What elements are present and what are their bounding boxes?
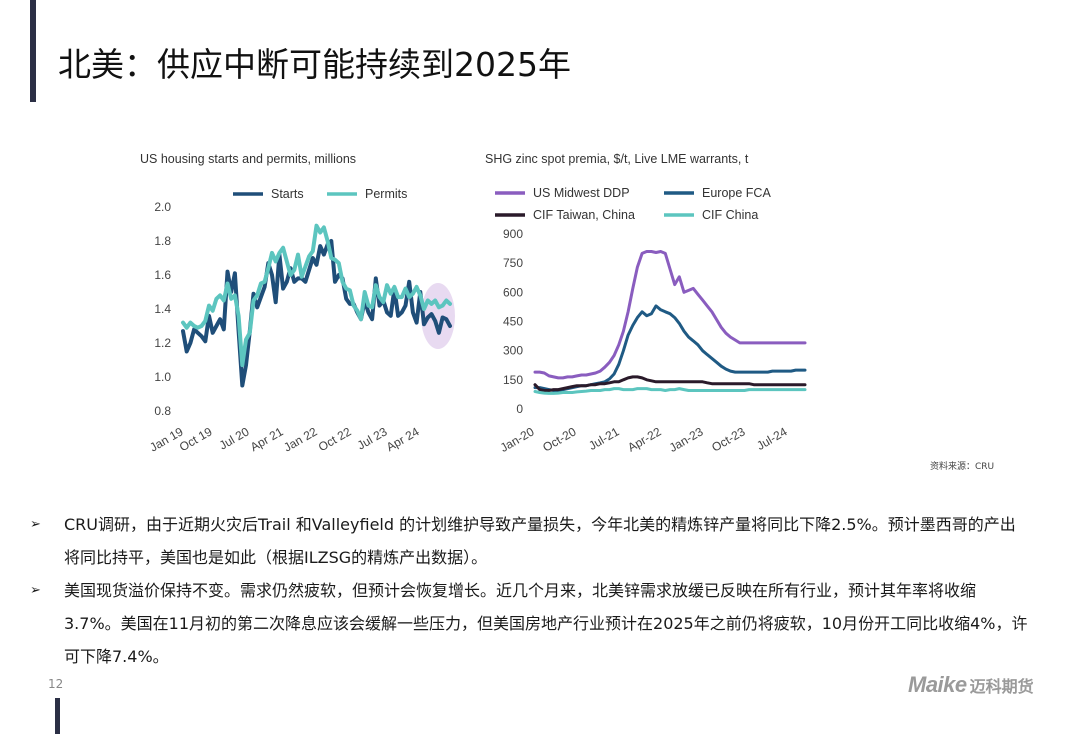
page-number: 12 <box>48 677 64 691</box>
x-tick-label: Apr 21 <box>248 424 286 454</box>
x-tick-label: Jul 20 <box>217 424 252 452</box>
arrow-bullet-icon: ➢ <box>30 517 41 532</box>
logo-brand-text: Maike <box>908 672 967 697</box>
series-line-cif-china <box>533 387 807 395</box>
y-tick-label: 1.0 <box>154 370 171 384</box>
legend-label: Permits <box>365 187 407 201</box>
x-tick-label: Apr-22 <box>625 424 663 454</box>
y-tick-label: 1.6 <box>154 268 171 282</box>
recent-highlight-circle <box>421 283 455 349</box>
bullet-item-2: ➢ 美国现货溢价保持不变。需求仍然疲软，但预计会恢复增长。近几个月来，北美锌需求… <box>30 574 1030 673</box>
series-line-us-midwest-ddp <box>533 250 807 380</box>
maike-logo: Maike 迈科期货 <box>908 672 1034 698</box>
y-tick-label: 900 <box>503 227 523 241</box>
housing-chart: US housing starts and permits, millions … <box>140 152 455 455</box>
x-tick-label: Jan 22 <box>281 424 319 454</box>
x-tick-label: Jan-23 <box>667 424 706 455</box>
bullet-text: 美国现货溢价保持不变。需求仍然疲软，但预计会恢复增长。近几个月来，北美锌需求放缓… <box>64 581 1028 666</box>
x-tick-label: Jan-20 <box>498 424 537 455</box>
legend-label: Starts <box>271 187 304 201</box>
y-tick-label: 600 <box>503 285 523 299</box>
y-tick-label: 150 <box>503 373 523 387</box>
y-tick-label: 1.2 <box>154 336 171 350</box>
y-tick-label: 2.0 <box>154 200 171 214</box>
series-line-cif-taiwan-china <box>533 375 807 392</box>
zinc-premia-chart: SHG zinc spot premia, $/t, Live LME warr… <box>485 152 807 455</box>
y-tick-label: 1.8 <box>154 234 171 248</box>
y-tick-label: 1.4 <box>154 302 171 316</box>
title-accent-bar <box>30 0 36 102</box>
legend-label: CIF Taiwan, China <box>533 208 635 222</box>
y-tick-label: 300 <box>503 344 523 358</box>
x-tick-label: Oct-23 <box>709 424 747 454</box>
series-line-permits <box>181 223 452 368</box>
bullet-item-1: ➢ CRU调研，由于近期火灾后Trail 和Valleyfield 的计划维护导… <box>30 508 1030 574</box>
x-tick-label: Oct-20 <box>540 424 578 454</box>
charts-canvas: US housing starts and permits, millions … <box>140 152 807 455</box>
zinc-chart-title: SHG zinc spot premia, $/t, Live LME warr… <box>485 152 749 166</box>
legend-label: Europe FCA <box>702 186 771 200</box>
housing-chart-title: US housing starts and permits, millions <box>140 152 356 166</box>
x-tick-label: Oct 22 <box>316 424 354 454</box>
y-tick-label: 750 <box>503 256 523 270</box>
arrow-bullet-icon: ➢ <box>30 583 41 598</box>
bullet-text: CRU调研，由于近期火灾后Trail 和Valleyfield 的计划维护导致产… <box>64 515 1016 567</box>
x-tick-label: Jul 23 <box>355 424 390 452</box>
legend-label: CIF China <box>702 208 758 222</box>
source-note: 资料来源：CRU <box>930 462 995 472</box>
y-tick-label: 450 <box>503 315 523 329</box>
y-tick-label: 0.8 <box>154 404 171 418</box>
logo-brand-cn: 迈科期货 <box>969 677 1034 696</box>
x-tick-label: Jul-21 <box>586 424 622 453</box>
x-tick-label: Apr 24 <box>384 424 422 454</box>
x-tick-label: Oct 19 <box>177 424 215 454</box>
series-line-europe-fca <box>533 304 807 392</box>
legend-label: US Midwest DDP <box>533 186 630 200</box>
y-tick-label: 0 <box>516 402 523 416</box>
page-title: 北美：供应中断可能持续到2025年 <box>58 45 571 84</box>
footer-accent-bar <box>55 698 60 734</box>
series-line-starts <box>181 239 452 388</box>
bullet-list: ➢ CRU调研，由于近期火灾后Trail 和Valleyfield 的计划维护导… <box>30 508 1030 673</box>
x-tick-label: Jul-24 <box>754 424 790 453</box>
